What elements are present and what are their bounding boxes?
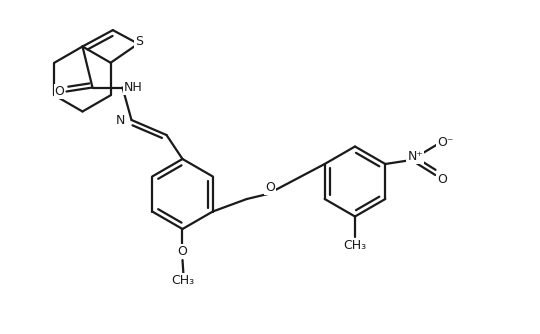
Text: O: O bbox=[265, 180, 275, 193]
Text: O: O bbox=[178, 245, 187, 258]
Text: O: O bbox=[437, 172, 447, 185]
Text: N: N bbox=[116, 114, 125, 127]
Text: NH: NH bbox=[124, 80, 143, 94]
Text: O⁻: O⁻ bbox=[437, 136, 454, 149]
Text: O: O bbox=[55, 85, 64, 98]
Text: N⁺: N⁺ bbox=[407, 150, 423, 163]
Text: S: S bbox=[135, 35, 143, 48]
Text: CH₃: CH₃ bbox=[343, 239, 367, 252]
Text: CH₃: CH₃ bbox=[171, 274, 194, 287]
